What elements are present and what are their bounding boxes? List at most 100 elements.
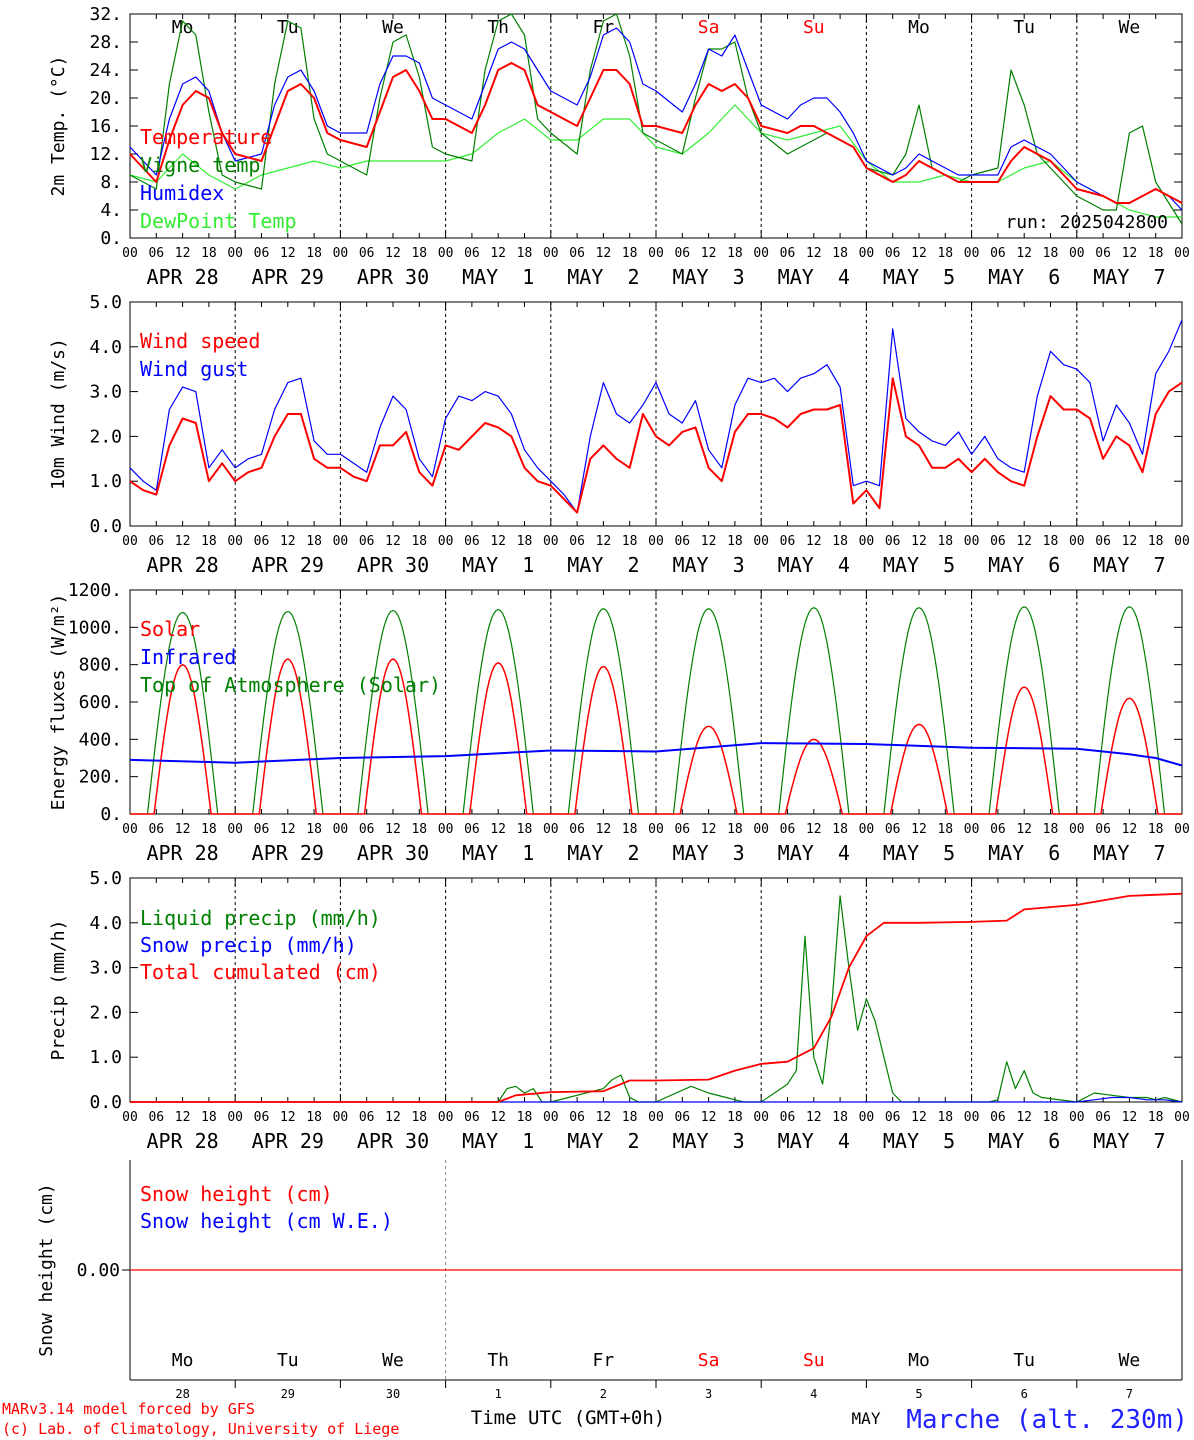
hour-tick-label: 12 <box>385 246 401 261</box>
hour-tick-label: 00 <box>543 822 559 837</box>
hour-tick-label: 00 <box>964 1110 980 1125</box>
hour-tick-label: 06 <box>254 246 270 261</box>
hour-tick-label: 18 <box>411 246 427 261</box>
date-label: MAY 7 <box>1093 841 1165 865</box>
hour-tick-label: 06 <box>148 1110 164 1125</box>
series-line-0 <box>130 895 1183 1103</box>
hour-tick-label: 12 <box>280 246 296 261</box>
hour-tick-label: 18 <box>1043 534 1059 549</box>
day-number-label: 29 <box>281 1387 295 1401</box>
hour-tick-label: 06 <box>780 1110 796 1125</box>
hour-tick-label: 18 <box>727 534 743 549</box>
legend-entry: Solar <box>140 617 200 641</box>
hour-tick-label: 18 <box>727 1110 743 1125</box>
hour-tick-label: 00 <box>122 1110 138 1125</box>
hour-tick-label: 00 <box>964 822 980 837</box>
hour-tick-label: 18 <box>517 534 533 549</box>
hour-tick-label: 18 <box>832 1110 848 1125</box>
series-line-0 <box>129 62 1183 204</box>
location-title: Marche (alt. 230m) <box>906 1405 1188 1435</box>
y-axis-label: 2m Temp. (°C) <box>48 56 69 197</box>
hour-tick-label: 12 <box>1122 534 1138 549</box>
hour-tick-label: 00 <box>438 822 454 837</box>
series-line-3 <box>129 104 1182 218</box>
legend-entry: Top of Atmosphere (Solar) <box>140 673 441 697</box>
hour-tick-label: 18 <box>411 534 427 549</box>
date-label: MAY 7 <box>1093 265 1165 289</box>
hour-tick-label: 12 <box>175 1110 191 1125</box>
hour-tick-label: 12 <box>490 246 506 261</box>
credit-line-1: MARv3.14 model forced by GFS <box>2 1400 255 1418</box>
legend-entry: Snow precip (mm/h) <box>140 933 357 957</box>
hour-tick-label: 18 <box>306 246 322 261</box>
hour-tick-label: 06 <box>990 246 1006 261</box>
day-number-label: 3 <box>705 1387 712 1401</box>
hour-tick-label: 06 <box>990 1110 1006 1125</box>
date-label: MAY 2 <box>567 265 639 289</box>
date-label: APR 30 <box>357 841 429 865</box>
hour-tick-label: 12 <box>175 822 191 837</box>
legend-entry: Vigne temp <box>140 153 260 177</box>
y-tick-label: 28. <box>89 32 122 53</box>
hour-tick-label: 06 <box>885 534 901 549</box>
date-label: MAY 6 <box>988 265 1060 289</box>
date-label: MAY 5 <box>883 553 955 577</box>
date-label: APR 29 <box>252 265 324 289</box>
hour-tick-label: 12 <box>911 246 927 261</box>
hour-tick-label: 12 <box>1016 822 1032 837</box>
y-tick-label: 1000. <box>68 617 122 638</box>
y-tick-label: 2.0 <box>89 426 122 447</box>
weekday-label: Su <box>803 17 825 38</box>
hour-tick-label: 06 <box>674 1110 690 1125</box>
date-label: APR 29 <box>252 1129 324 1153</box>
y-tick-label: 0.00 <box>77 1260 120 1281</box>
y-tick-label: 12. <box>89 144 122 165</box>
hour-tick-label: 18 <box>937 1110 953 1125</box>
y-tick-label: 1.0 <box>89 1047 122 1068</box>
date-label: APR 29 <box>252 553 324 577</box>
hour-tick-label: 18 <box>1148 822 1164 837</box>
y-tick-label: 600. <box>79 692 122 713</box>
date-label: MAY 5 <box>883 841 955 865</box>
run-annotation: run: 2025042800 <box>1005 212 1168 233</box>
weekday-label: Mo <box>908 17 930 38</box>
hour-tick-label: 06 <box>359 1110 375 1125</box>
series-line-0 <box>130 658 1182 815</box>
hour-tick-label: 06 <box>148 534 164 549</box>
hour-tick-label: 12 <box>701 1110 717 1125</box>
hour-tick-label: 12 <box>911 822 927 837</box>
weekday-label: Sa <box>698 1350 720 1371</box>
y-tick-label: 3.0 <box>89 382 122 403</box>
footer: MARv3.14 model forced by GFS (c) Lab. of … <box>2 1400 1188 1438</box>
hour-tick-label: 18 <box>201 534 217 549</box>
hour-tick-label: 12 <box>701 246 717 261</box>
weekday-label: Tu <box>1013 1350 1035 1371</box>
hour-tick-label: 12 <box>490 534 506 549</box>
series-line-2 <box>130 892 1183 1103</box>
hour-tick-label: 18 <box>201 1110 217 1125</box>
day-number-label: 6 <box>1021 1387 1028 1401</box>
date-label: APR 30 <box>357 553 429 577</box>
hour-tick-label: 00 <box>543 534 559 549</box>
hour-tick-label: 12 <box>385 822 401 837</box>
y-tick-label: 20. <box>89 88 122 109</box>
hour-tick-label: 06 <box>464 1110 480 1125</box>
hour-tick-label: 18 <box>832 534 848 549</box>
precip-panel: 00 06 12 18 00 06 12 18 00 06 12 18 00 06 12 18 00 06 12 18… <box>48 868 1190 1153</box>
date-label: MAY 6 <box>988 553 1060 577</box>
hour-tick-label: 12 <box>1016 534 1032 549</box>
hour-tick-label: 12 <box>1122 822 1138 837</box>
day-number-label: 30 <box>386 1387 400 1401</box>
y-tick-label: 0.0 <box>89 1092 122 1113</box>
series-line-1 <box>129 13 1183 225</box>
date-label: MAY 2 <box>567 1129 639 1153</box>
hour-tick-label: 00 <box>122 246 138 261</box>
weekday-label: Fr <box>593 17 615 38</box>
weekday-label: Mo <box>908 1350 930 1371</box>
y-tick-label: 16. <box>89 116 122 137</box>
date-label: MAY 2 <box>567 553 639 577</box>
date-label: MAY 1 <box>462 265 534 289</box>
date-label: MAY 3 <box>672 1129 744 1153</box>
hour-tick-label: 18 <box>832 246 848 261</box>
